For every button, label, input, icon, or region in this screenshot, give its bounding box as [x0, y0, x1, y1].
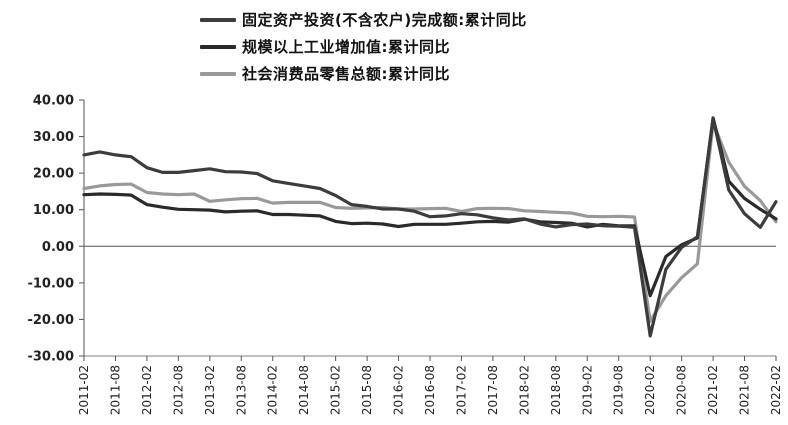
x-tick-label: 2012-08	[171, 365, 185, 415]
x-tick-label: 2021-08	[738, 365, 752, 415]
x-tick-label: 2019-08	[612, 365, 626, 415]
y-tick-label: 10.00	[33, 203, 74, 218]
legend: 固定资产投资(不含农户)完成额:累计同比 规模以上工业增加值:累计同比 社会消费…	[200, 6, 527, 87]
x-tick-label: 2017-08	[486, 365, 500, 415]
x-tick-label: 2019-02	[580, 365, 594, 415]
x-tick-label: 2013-08	[234, 365, 248, 415]
x-tick-label: 2016-02	[392, 365, 406, 415]
y-tick-label: 20.00	[33, 167, 74, 182]
x-tick-label: 2017-02	[454, 365, 468, 415]
x-tick-label: 2015-08	[360, 365, 374, 415]
x-tick-label: 2014-08	[297, 365, 311, 415]
x-tick-label: 2016-08	[423, 365, 437, 415]
y-tick-label: 30.00	[33, 130, 74, 145]
x-tick-label: 2018-08	[549, 365, 563, 415]
x-axis: 2011-02 2011-08 2012-02 2012-08 2013-02 2013-…	[77, 245, 783, 415]
x-tick-label: 2022-02	[769, 365, 783, 415]
legend-label-retail: 社会消费品零售总额:累计同比	[242, 65, 450, 83]
legend-swatch-industry	[200, 44, 236, 49]
series-line-fixed-asset-investment	[82, 116, 778, 338]
x-tick-label: 2014-02	[266, 365, 280, 415]
series-line-retail-sales	[82, 121, 778, 323]
x-tick-label: 2011-08	[108, 365, 122, 415]
x-tick-label: 2020-02	[643, 365, 657, 415]
legend-item-fai: 固定资产投资(不含农户)完成额:累计同比	[200, 6, 527, 33]
legend-item-industry: 规模以上工业增加值:累计同比	[200, 33, 527, 60]
series-line-industrial-value-added	[82, 116, 778, 298]
series-lines	[82, 116, 778, 338]
x-tick-label: 2011-02	[77, 365, 91, 415]
y-tick-label: 40.00	[33, 94, 74, 109]
x-tick-label: 2020-08	[675, 365, 689, 415]
x-tick-label: 2012-02	[140, 365, 154, 415]
y-tick-label: 0.00	[42, 240, 74, 255]
legend-label-industry: 规模以上工业增加值:累计同比	[242, 38, 450, 56]
y-tick-label: -20.00	[27, 313, 74, 328]
y-axis: 40.00 30.00 20.00 10.00 0.00 -10.00 -20.00 -30.…	[27, 94, 85, 365]
legend-swatch-retail	[200, 71, 236, 76]
x-tick-label: 2018-02	[517, 365, 531, 415]
x-tick-label: 2015-02	[329, 365, 343, 415]
x-tick-label: 2021-02	[706, 365, 720, 415]
legend-swatch-fai	[200, 17, 236, 22]
y-tick-label: -10.00	[27, 276, 74, 291]
legend-item-retail: 社会消费品零售总额:累计同比	[200, 60, 527, 87]
legend-label-fai: 固定资产投资(不含农户)完成额:累计同比	[242, 11, 527, 29]
y-tick-label: -30.00	[27, 350, 74, 365]
x-tick-label: 2013-02	[203, 365, 217, 415]
